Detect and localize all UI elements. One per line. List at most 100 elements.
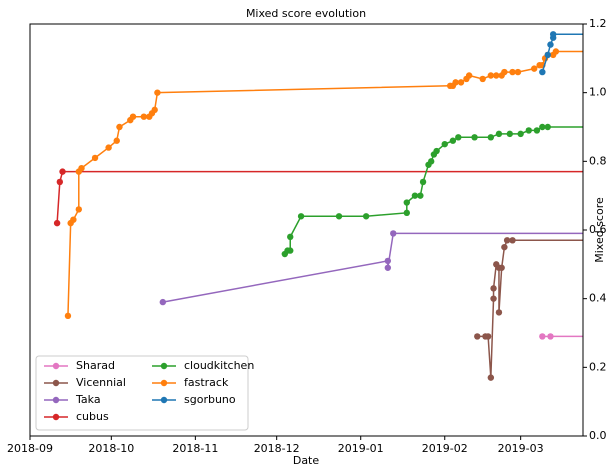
- series-line: [477, 239, 513, 378]
- point: [474, 333, 481, 340]
- point: [493, 72, 500, 79]
- point: [154, 89, 161, 96]
- point: [449, 137, 457, 144]
- point: [403, 209, 410, 217]
- point: [549, 31, 557, 38]
- point: [547, 333, 554, 340]
- point: [455, 134, 462, 141]
- point: [129, 113, 137, 120]
- x-axis-label: Date: [293, 454, 320, 467]
- point: [495, 309, 503, 316]
- chart-title: Mixed score evolution: [246, 7, 366, 20]
- point: [484, 333, 492, 340]
- point: [105, 144, 112, 151]
- point: [335, 213, 343, 220]
- series-line: [67, 51, 557, 316]
- point: [159, 298, 167, 306]
- point: [552, 48, 560, 55]
- point: [471, 134, 478, 141]
- y-tick-label: 0.0: [589, 429, 607, 442]
- point: [75, 206, 82, 213]
- point: [544, 51, 551, 59]
- point: [70, 216, 77, 223]
- point: [140, 113, 148, 120]
- point: [64, 312, 72, 320]
- point: [547, 41, 554, 48]
- y-tick-label: 0.2: [589, 360, 607, 373]
- point: [56, 178, 64, 186]
- legend-marker: [52, 362, 60, 370]
- point: [517, 130, 524, 138]
- x-tick-label: 2018-12: [254, 442, 300, 455]
- series-line: [162, 233, 394, 303]
- series-line: [284, 126, 548, 255]
- y-tick-label: 1.2: [589, 17, 607, 30]
- y-tick-label: 0.6: [589, 223, 607, 236]
- point: [441, 140, 448, 148]
- point: [479, 75, 486, 83]
- point: [287, 233, 294, 241]
- x-tick-label: 2019-03: [498, 442, 544, 455]
- legend-label: Sharad: [76, 359, 115, 372]
- point: [113, 137, 120, 144]
- point: [384, 264, 392, 271]
- legend-label: cubus: [76, 410, 109, 423]
- y-tick-label: 0.8: [589, 154, 607, 167]
- legend-label: fastrack: [184, 376, 229, 389]
- legend-label: cloudkitchen: [184, 359, 254, 372]
- point: [91, 154, 99, 162]
- point: [384, 257, 392, 265]
- point: [403, 199, 410, 206]
- legend-label: sgorbuno: [184, 393, 236, 406]
- point: [544, 123, 551, 131]
- point: [490, 295, 497, 302]
- point: [503, 237, 511, 244]
- y-tick-label: 0.4: [589, 292, 607, 305]
- point: [509, 68, 516, 76]
- point: [457, 79, 465, 86]
- point: [59, 168, 66, 175]
- legend-marker: [160, 396, 168, 404]
- point: [514, 68, 522, 76]
- point: [501, 243, 508, 251]
- point: [525, 127, 532, 134]
- x-tick-label: 2019-01: [338, 442, 384, 455]
- point: [539, 68, 546, 76]
- point: [297, 213, 305, 220]
- point: [411, 192, 419, 199]
- point: [531, 65, 538, 72]
- point: [509, 237, 516, 244]
- legend-marker: [52, 413, 60, 421]
- point: [501, 68, 508, 76]
- y-tick-label: 1.0: [589, 86, 607, 99]
- point: [151, 106, 158, 114]
- point: [427, 158, 435, 165]
- point: [498, 264, 505, 271]
- point: [533, 127, 541, 134]
- legend-marker: [52, 379, 60, 387]
- point: [452, 79, 459, 86]
- point: [465, 72, 473, 79]
- x-tick-label: 2019-02: [422, 442, 468, 455]
- point: [116, 123, 123, 131]
- point: [506, 130, 514, 138]
- point: [490, 285, 497, 292]
- point: [487, 72, 495, 79]
- point: [419, 178, 427, 186]
- point: [487, 134, 495, 141]
- point: [390, 230, 397, 237]
- point: [487, 374, 495, 381]
- point: [78, 165, 85, 172]
- point: [433, 147, 440, 155]
- point: [417, 192, 424, 199]
- legend-marker: [160, 379, 168, 387]
- x-tick-label: 2018-10: [88, 442, 134, 455]
- legend-marker: [160, 362, 168, 370]
- plot-frame: [29, 23, 584, 437]
- legend-label: Vicennial: [76, 376, 126, 389]
- point: [287, 247, 294, 254]
- legend-label: Taka: [75, 393, 101, 406]
- legend-box: [35, 355, 249, 431]
- x-tick-label: 2018-11: [172, 442, 218, 455]
